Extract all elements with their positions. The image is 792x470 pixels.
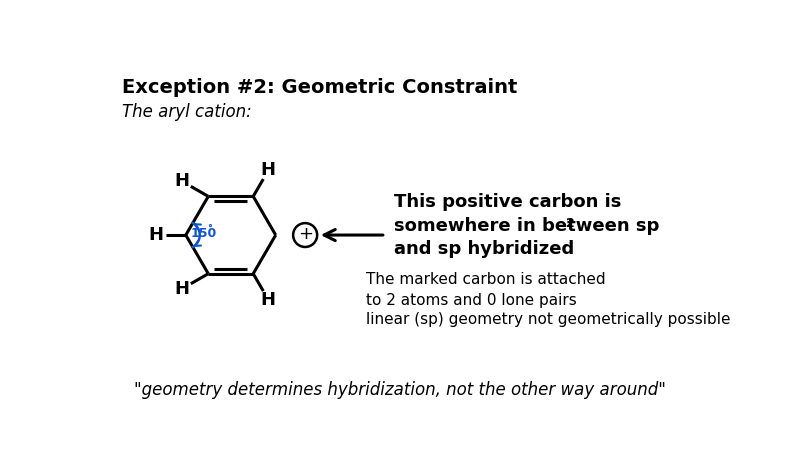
Text: H: H [261,291,276,309]
Text: 2: 2 [565,217,574,229]
Text: and sp hybridized: and sp hybridized [394,240,573,258]
Text: H: H [148,226,163,244]
Text: somewhere in between sp: somewhere in between sp [394,217,659,235]
Text: The marked carbon is attached
to 2 atoms and 0 lone pairs: The marked carbon is attached to 2 atoms… [367,272,606,308]
Text: The aryl cation:: The aryl cation: [122,102,252,121]
Text: H: H [261,161,276,180]
Text: This positive carbon is: This positive carbon is [394,194,621,212]
Text: "geometry determines hybridization, not the other way around": "geometry determines hybridization, not … [134,381,666,400]
Text: 150: 150 [190,227,217,240]
Text: H: H [174,172,189,190]
Text: °: ° [208,224,212,234]
Text: +: + [298,225,313,243]
Text: Exception #2: Geometric Constraint: Exception #2: Geometric Constraint [122,78,518,97]
Text: H: H [174,280,189,298]
Text: linear (sp) geometry not geometrically possible: linear (sp) geometry not geometrically p… [367,312,731,327]
